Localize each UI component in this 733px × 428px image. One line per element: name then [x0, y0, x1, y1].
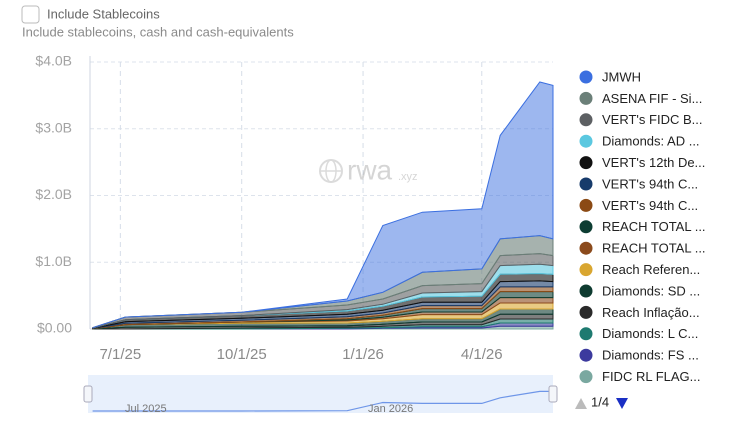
y-tick-label: $4.0B: [35, 53, 72, 69]
page-next[interactable]: [616, 398, 628, 409]
legend-swatch: [579, 284, 593, 298]
legend-swatch: [579, 177, 593, 191]
plot-area: $0.00 $1.0B $2.0B $3.0B $4.0B 7/1/25 10/1/25 1/…: [35, 53, 554, 363]
legend-swatch: [579, 263, 593, 277]
x-tick-label: 7/1/25: [99, 346, 141, 363]
y-tick-label: $3.0B: [35, 119, 72, 135]
legend-swatch: [579, 348, 593, 362]
legend-label: VERT's 94th C...: [602, 176, 698, 191]
legend-label: VERT's FIDC B...: [602, 112, 702, 127]
y-tick-label: $1.0B: [35, 253, 72, 269]
navigator-label: Jan 2026: [368, 403, 413, 415]
legend-label: REACH TOTAL ...: [602, 241, 706, 256]
watermark-icon: [325, 159, 337, 183]
legend-label: Diamonds: SD ...: [602, 283, 700, 298]
legend-label: JMWH: [602, 69, 641, 84]
navigator-handle[interactable]: [83, 385, 93, 403]
legend-swatch: [579, 134, 593, 148]
legend-swatch: [579, 220, 593, 234]
legend-label: VERT's 94th C...: [602, 198, 698, 213]
x-tick-label: 10/1/25: [217, 346, 267, 363]
legend-swatch: [579, 91, 593, 105]
legend-label: Reach Referen...: [602, 262, 700, 277]
legend-swatch: [579, 198, 593, 212]
navigator-label: Jul 2025: [125, 403, 167, 415]
legend-label: Diamonds: FS ...: [602, 348, 699, 363]
watermark-icon: [319, 159, 343, 183]
x-tick-label: 4/1/26: [461, 346, 503, 363]
legend-label: ASENA FIF - Si...: [602, 91, 702, 106]
watermark-suffix: .xyz: [398, 171, 418, 183]
navigator-handle[interactable]: [548, 385, 558, 403]
y-tick-label: $0.00: [37, 320, 72, 336]
x-tick-label: 1/1/26: [342, 346, 384, 363]
legend-swatch: [579, 305, 593, 319]
navigator[interactable]: [88, 375, 553, 413]
y-tick-label: $2.0B: [35, 186, 72, 202]
legend-label: Diamonds: AD ...: [602, 134, 700, 149]
legend-swatch: [579, 370, 593, 384]
legend-label: Diamonds: L C...: [602, 326, 698, 341]
legend-label: VERT's 12th De...: [602, 155, 705, 170]
checkbox[interactable]: [21, 5, 40, 24]
legend-swatch: [579, 327, 593, 341]
legend-swatch: [579, 156, 593, 170]
legend-label: Reach Inflação...: [602, 305, 700, 320]
legend-swatch: [579, 70, 593, 84]
legend-label: FIDC RL FLAG...: [602, 369, 700, 384]
legend-label: REACH TOTAL ...: [602, 219, 706, 234]
legend-swatch: [579, 241, 593, 255]
legend-swatch: [579, 113, 593, 127]
area: [92, 81, 554, 329]
checkbox-hint: Include stablecoins, cash and cash-equiv…: [22, 24, 294, 39]
legend: JMWH ASENA FIF - Si... VERT's FIDC B... Dia…: [579, 69, 706, 384]
navigator-line: [92, 390, 553, 412]
page-prev[interactable]: [575, 398, 587, 409]
navigator-plot: [92, 390, 553, 412]
watermark: rwa .xyz: [319, 154, 418, 185]
checkbox-label[interactable]: Include Stablecoins: [47, 6, 160, 21]
watermark-text: rwa: [347, 154, 393, 185]
pagination: 1/4: [591, 394, 609, 409]
